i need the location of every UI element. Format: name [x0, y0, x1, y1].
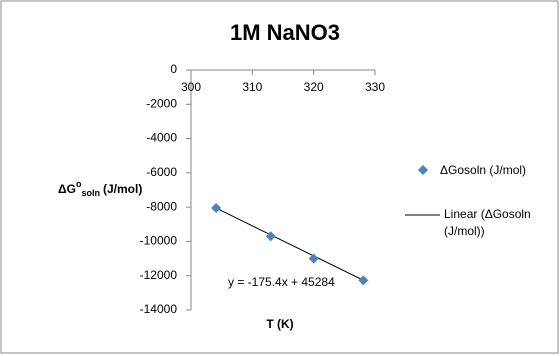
- trendline: [215, 207, 364, 281]
- chart-title: 1M NaNO3: [230, 20, 340, 45]
- data-point: [211, 203, 222, 213]
- x-axis-label: T (K): [266, 317, 293, 331]
- y-label-symbol: ΔG: [58, 182, 76, 196]
- y-label-sub: soln: [81, 188, 100, 198]
- y-axis-label: ΔGosoln (J/mol): [58, 179, 142, 198]
- y-tick-label: -14000: [140, 302, 178, 316]
- data-point: [358, 275, 369, 286]
- y-tick-label: 0: [170, 62, 177, 76]
- legend-label: ΔGosoln (J/mol): [440, 163, 526, 177]
- legend-label: Linear (ΔGosoln (J/mol)): [444, 207, 531, 238]
- x-tick-label: 320: [304, 80, 324, 94]
- data-point: [308, 253, 319, 264]
- trendline-equation: y = -175.4x + 45284: [228, 275, 335, 289]
- x-tick-label: 310: [242, 80, 262, 94]
- y-tick-label: -6000: [146, 165, 177, 179]
- y-tick-label: -4000: [146, 131, 177, 145]
- data-point: [265, 231, 276, 242]
- y-label-unit: (J/mol): [103, 182, 142, 196]
- x-tick-label: 330: [365, 80, 385, 94]
- legend-marker: [418, 165, 428, 175]
- y-tick-label: -10000: [140, 234, 178, 248]
- y-label-sup: o: [76, 179, 82, 189]
- x-tick-label: 300: [181, 80, 201, 94]
- y-tick-label: -2000: [146, 96, 177, 110]
- y-tick-label: -8000: [146, 199, 177, 213]
- y-tick-label: -12000: [140, 268, 178, 282]
